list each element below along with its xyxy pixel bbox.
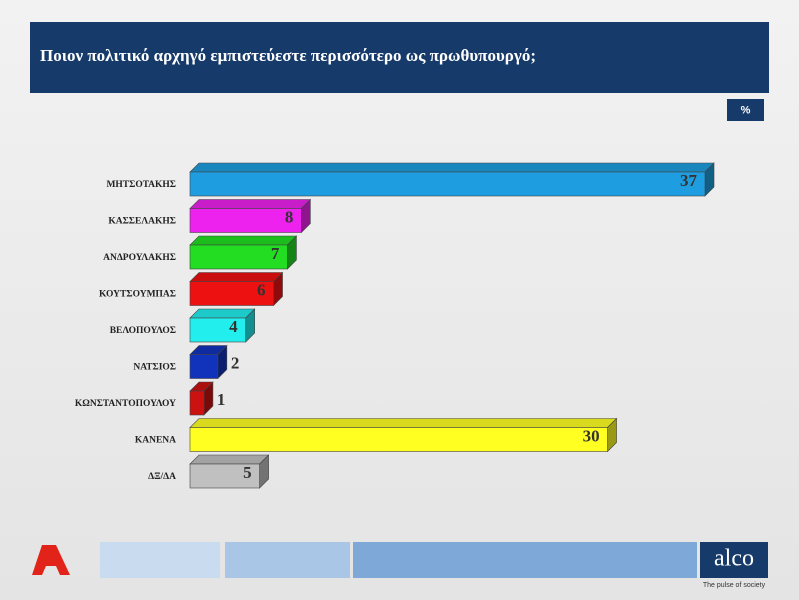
bar-front xyxy=(189,208,302,233)
bar-front xyxy=(189,427,608,452)
category-label: ΚΑΣΣΕΛΑΚΗΣ xyxy=(108,217,176,227)
category-label: ΚΟΥΤΣΟΥΜΠΑΣ xyxy=(99,290,176,300)
bar-top xyxy=(189,308,256,319)
bar-top xyxy=(189,272,284,282)
news-logo xyxy=(32,545,70,575)
footer: alco The pulse of society xyxy=(32,542,768,589)
value-label: 6 xyxy=(257,280,266,299)
bar-front xyxy=(189,317,246,343)
category-label: ΚΑΝΕΝΑ xyxy=(135,436,176,446)
bar xyxy=(189,417,618,453)
bar-top xyxy=(189,454,270,465)
category-label: ΝΑΤΣΙΟΣ xyxy=(133,363,176,373)
tagline: The pulse of society xyxy=(703,582,766,589)
bar xyxy=(189,308,256,343)
bar xyxy=(189,198,312,234)
bar-front xyxy=(189,390,205,416)
value-label: 37 xyxy=(680,171,698,190)
bar xyxy=(189,162,715,197)
footer-band xyxy=(353,542,697,578)
value-label: 7 xyxy=(271,244,280,263)
bar xyxy=(189,454,270,489)
bar xyxy=(189,271,284,307)
bar-top xyxy=(189,418,618,428)
bar-front xyxy=(189,354,219,379)
category-label: ΑΝΔΡΟΥΛΑΚΗΣ xyxy=(103,253,176,263)
category-label: ΜΗΤΣΟΤΑΚΗΣ xyxy=(106,180,176,190)
footer-band xyxy=(100,542,220,578)
bar xyxy=(189,381,214,416)
chart-title: Ποιον πολιτικό αρχηγό εμπιστεύεστε περισ… xyxy=(40,46,536,65)
badge-box xyxy=(727,99,764,121)
bar-top xyxy=(189,235,298,246)
bar-front xyxy=(189,171,706,197)
footer-band xyxy=(225,542,350,578)
bar xyxy=(189,235,298,270)
unit-badge: % xyxy=(741,104,751,116)
title-bar xyxy=(30,22,769,93)
bar-top xyxy=(189,162,715,173)
brand-box xyxy=(700,542,768,578)
value-label: 4 xyxy=(229,317,238,336)
bar-front xyxy=(189,281,274,306)
value-label: 8 xyxy=(285,207,294,226)
brand: alco xyxy=(714,546,754,572)
value-label: 2 xyxy=(231,353,240,372)
bar-front xyxy=(189,244,288,270)
category-label: ΚΩΝΣΤΑΝΤΟΠΟΥΛΟΥ xyxy=(75,399,176,409)
value-label: 30 xyxy=(583,426,600,445)
value-label: 5 xyxy=(243,463,252,482)
category-label: ΔΞ/ΔΑ xyxy=(148,472,176,482)
bar xyxy=(189,344,228,380)
value-label: 1 xyxy=(217,390,226,409)
bar-front xyxy=(189,463,260,489)
category-label: ΒΕΛΟΠΟΥΛΟΣ xyxy=(110,326,176,336)
